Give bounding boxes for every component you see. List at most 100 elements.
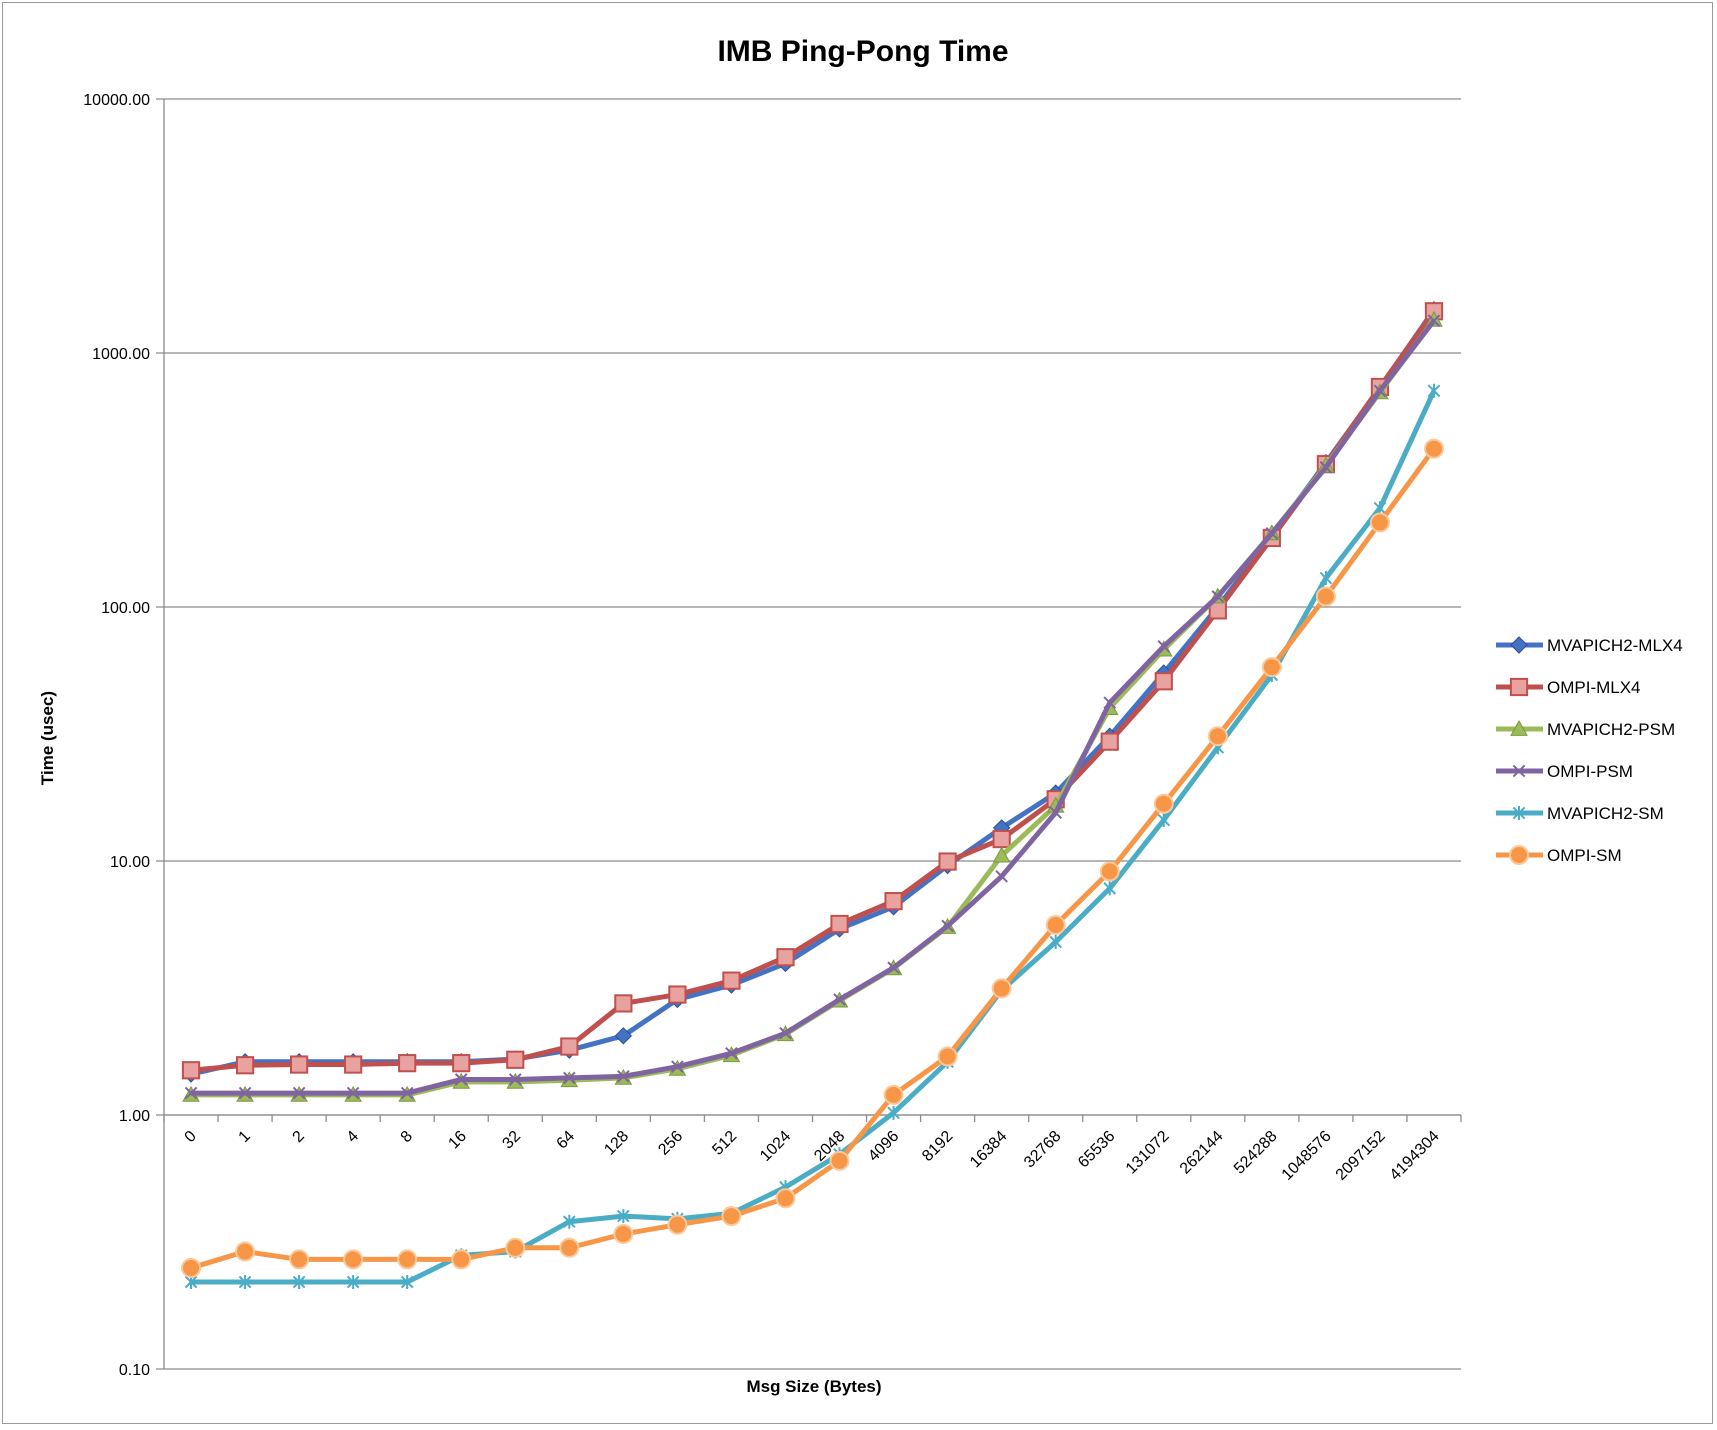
data-point <box>181 1257 202 1278</box>
data-point <box>722 971 741 990</box>
data-point <box>1427 383 1441 398</box>
legend-item: MVAPICH2-SM <box>1496 804 1664 823</box>
y-tick-label: 100.00 <box>101 600 150 617</box>
chart-svg: IMB Ping-Pong Time 0.10 1.00 10.00 100.00 10… <box>38 35 1683 1396</box>
x-tick-label: 1048576 <box>1279 1128 1335 1184</box>
data-point <box>506 1050 525 1069</box>
x-tick-label: 2097152 <box>1333 1128 1389 1184</box>
y-tick-label: 0.10 <box>119 1362 150 1379</box>
data-point <box>398 1054 417 1073</box>
data-point <box>1100 732 1119 751</box>
data-point <box>671 1060 684 1073</box>
data-point <box>344 1055 363 1074</box>
data-point <box>937 1046 958 1067</box>
data-point <box>992 846 1011 863</box>
legend-marker <box>1512 806 1526 820</box>
legend-label: OMPI-MLX4 <box>1547 678 1641 697</box>
data-point <box>725 1046 738 1060</box>
legend-marker <box>1512 764 1526 778</box>
data-point <box>1261 657 1282 678</box>
data-point <box>1153 793 1174 814</box>
data-point <box>775 1188 796 1209</box>
x-tick-label: 2 <box>290 1128 308 1146</box>
y-tick-label: 10000.00 <box>83 92 150 109</box>
data-point <box>668 985 687 1004</box>
x-tick-label: 524288 <box>1231 1128 1281 1178</box>
x-tick-label: 131072 <box>1123 1128 1173 1178</box>
data-point <box>397 1249 418 1270</box>
y-tick-label: 1.00 <box>119 1108 150 1125</box>
legend-marker <box>1509 845 1529 865</box>
data-point <box>508 1073 522 1086</box>
data-point <box>1103 696 1117 710</box>
x-tick-label: 16384 <box>967 1128 1011 1172</box>
x-tick-label: 4 <box>344 1128 362 1146</box>
legend-item: OMPI-SM <box>1496 845 1622 865</box>
legend-item: MVAPICH2-MLX4 <box>1496 636 1683 655</box>
series-ompi-psm <box>184 314 1441 1100</box>
x-tick-label: 16 <box>445 1128 470 1153</box>
data-point <box>829 1150 850 1171</box>
data-point <box>1319 571 1333 586</box>
data-point <box>454 1073 468 1086</box>
data-point <box>400 1086 414 1100</box>
data-point <box>779 1026 792 1040</box>
axes <box>163 99 1462 1369</box>
x-tick-label: 128 <box>601 1128 632 1159</box>
data-point <box>941 919 954 933</box>
legend-item: OMPI-PSM <box>1496 762 1633 781</box>
data-point <box>346 1086 360 1100</box>
chart-title: IMB Ping-Pong Time <box>717 35 1008 68</box>
data-point <box>887 961 900 975</box>
x-tick-label: 32 <box>499 1128 524 1153</box>
series-line <box>190 309 1437 1073</box>
x-tick-label: 512 <box>709 1128 740 1159</box>
series-layer <box>181 301 1444 1290</box>
y-tick-labels: 0.10 1.00 10.00 100.00 1000.00 10000.00 <box>83 92 150 1379</box>
data-point <box>883 1084 904 1105</box>
data-point <box>992 829 1011 849</box>
data-point <box>563 1071 576 1085</box>
y-axis-title: Time (usec) <box>38 691 57 785</box>
data-point <box>1157 640 1171 653</box>
legend-item: MVAPICH2-PSM <box>1496 719 1675 739</box>
data-point <box>343 1249 364 1270</box>
data-point <box>292 1086 306 1100</box>
data-point <box>400 1275 414 1290</box>
legend-label: MVAPICH2-MLX4 <box>1547 636 1683 655</box>
x-tick-label: 4194304 <box>1387 1128 1443 1184</box>
y-tick-label: 1000.00 <box>92 346 150 363</box>
data-point <box>1049 806 1062 819</box>
x-tick-label: 65536 <box>1075 1128 1119 1172</box>
data-point <box>1211 590 1225 603</box>
series-ompi-mlx4 <box>181 302 1444 1080</box>
data-point <box>1315 586 1336 607</box>
x-tick-label: 64 <box>554 1128 579 1153</box>
series-mvapich2-psm <box>182 310 1443 1102</box>
data-point <box>830 914 849 934</box>
data-point <box>1427 314 1441 328</box>
x-tick-label: 256 <box>655 1128 686 1159</box>
legend-marker <box>1509 677 1529 697</box>
data-point <box>1373 384 1387 398</box>
data-point <box>238 1086 252 1100</box>
data-point <box>884 892 903 911</box>
data-point <box>1045 914 1066 935</box>
data-point <box>346 1275 360 1290</box>
data-point <box>1099 861 1120 882</box>
data-point <box>235 1056 255 1075</box>
data-point <box>505 1237 526 1258</box>
x-axis-title: Msg Size (Bytes) <box>746 1377 881 1396</box>
x-tick-label: 8 <box>398 1128 416 1146</box>
data-point <box>1157 813 1171 828</box>
data-point <box>1049 934 1062 949</box>
legend: MVAPICH2-MLX4 OMPI-MLX4 MVAPICH2-PSM OMPI-P… <box>1496 636 1683 865</box>
data-point <box>995 870 1008 883</box>
data-point <box>833 993 846 1006</box>
legend-label: OMPI-PSM <box>1547 762 1633 781</box>
data-point <box>1207 726 1228 747</box>
y-tick-label: 10.00 <box>110 854 150 871</box>
data-point <box>559 1237 580 1258</box>
x-tick-label: 1024 <box>757 1128 794 1165</box>
